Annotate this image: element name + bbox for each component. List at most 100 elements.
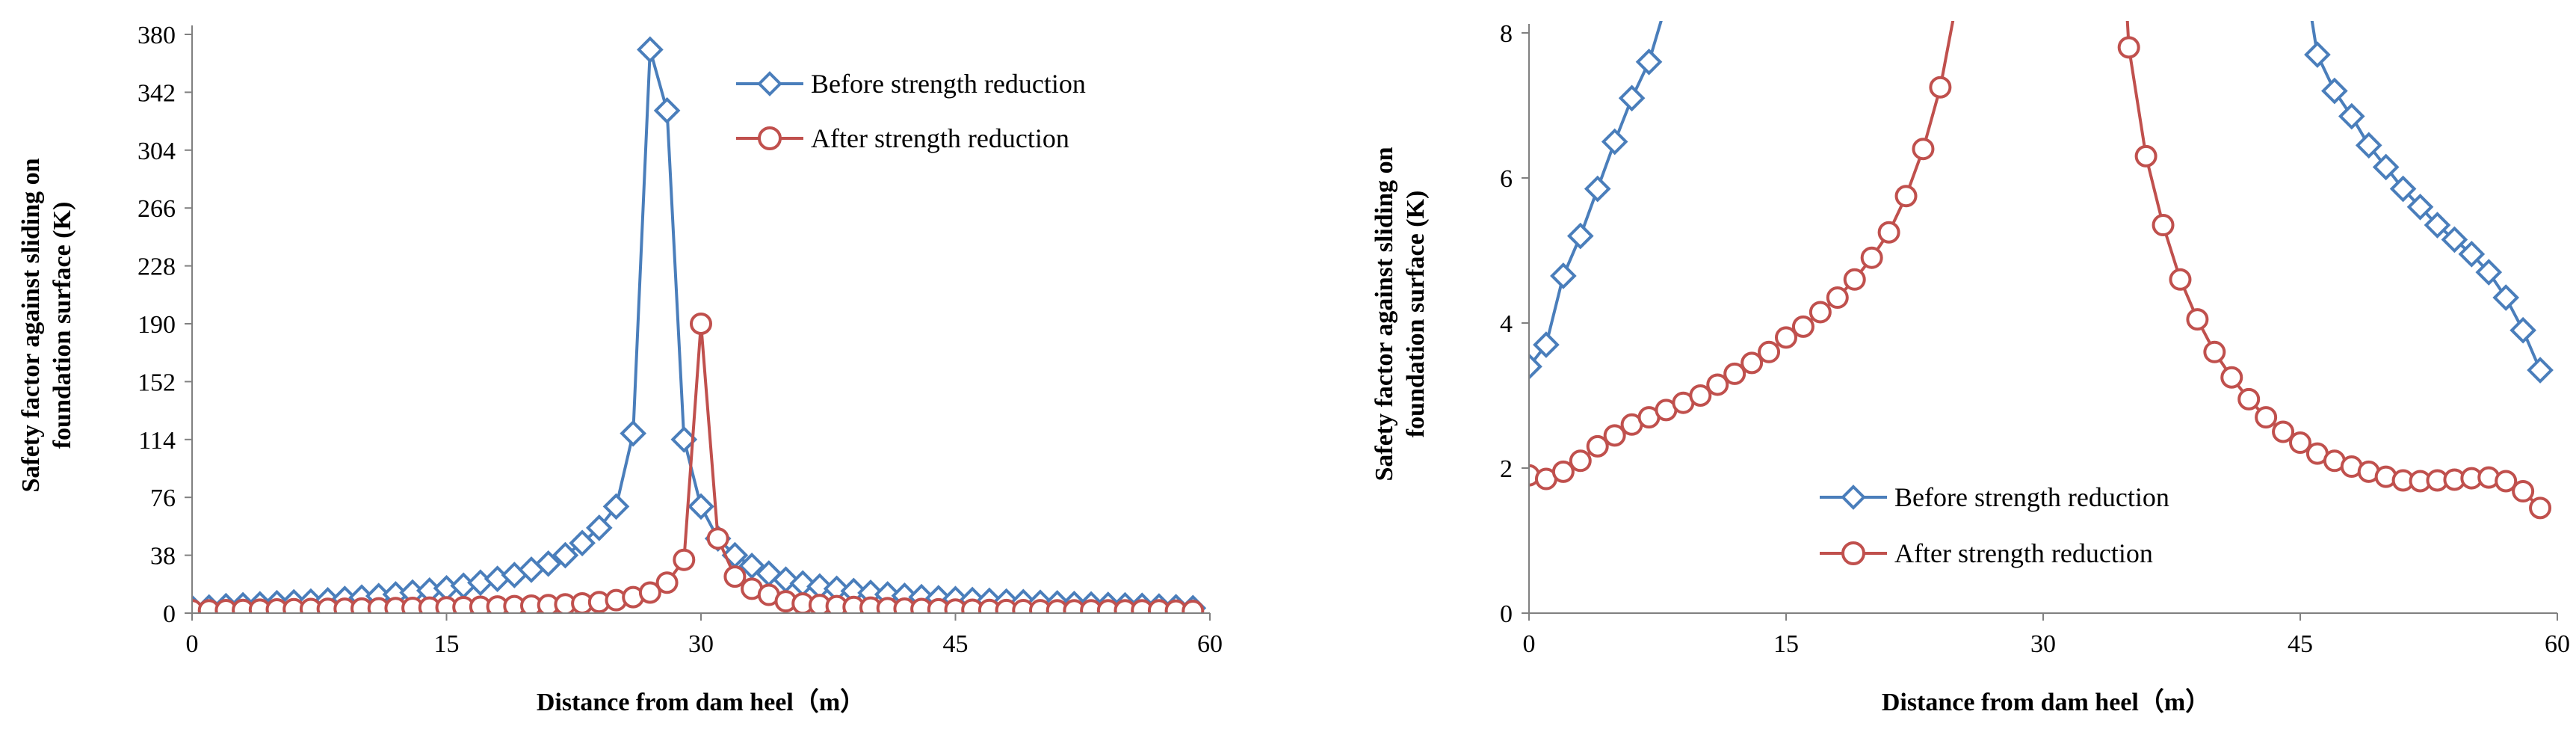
right-data-point-after [1551, 460, 1575, 483]
right-data-point-before [2492, 284, 2520, 311]
left-y-axis-title-line2: foundation surface (K) [49, 202, 76, 449]
right-data-point-after [2220, 366, 2243, 389]
left-data-point-before [569, 529, 596, 557]
right-series-line-after [1529, 21, 2542, 509]
right-data-point-after [1791, 315, 1814, 338]
left-x-tick-label: 15 [434, 630, 460, 658]
left-data-point-before [653, 97, 681, 124]
right-data-point-after [2134, 144, 2158, 167]
left-y-tick-label: 266 [138, 195, 176, 223]
left-data-point-before [552, 541, 579, 569]
legend-marker-circle [1841, 541, 1865, 565]
right-data-point-before [2475, 259, 2503, 286]
right-data-point-after [1603, 424, 1626, 447]
right-data-point-before [1533, 331, 1560, 358]
right-data-point-after [2152, 214, 2175, 237]
left-y-tick-label: 76 [150, 485, 176, 512]
left-data-point-after [723, 565, 747, 588]
legend-label-after: After strength reduction [811, 123, 1069, 153]
legend-marker-circle [758, 126, 782, 150]
right-data-point-after [2255, 406, 2278, 429]
chart-right: 0 2 4 6 8 0 15 30 45 60 Safety factor against sli… [1371, 0, 2570, 716]
left-legend-item-before: Before strength reduction [736, 69, 1086, 99]
right-data-point-after [1741, 351, 1764, 375]
left-y-tick-label: 304 [138, 138, 176, 165]
right-data-point-after [1706, 373, 1729, 396]
left-y-tick-label: 342 [138, 79, 176, 107]
right-x-tick-label: 60 [2545, 630, 2570, 658]
right-y-axis-title-line2: foundation surface (K) [1402, 191, 1430, 438]
right-data-point-after [2272, 420, 2295, 443]
right-data-point-after [1912, 138, 1935, 161]
right-data-point-before [1601, 128, 1628, 156]
right-tick-labels: 0 2 4 6 8 0 15 30 45 60 [1500, 20, 2570, 658]
right-data-point-after [1948, 0, 1967, 7]
right-series-line-before [1529, 21, 2542, 371]
left-x-tick-label: 60 [1197, 630, 1223, 658]
right-x-tick-label: 15 [1773, 630, 1799, 658]
right-x-tick-label: 45 [2288, 630, 2313, 658]
right-data-point-before [2406, 193, 2434, 221]
right-data-point-before [1618, 84, 1646, 112]
legend-label-after: After strength reduction [1894, 538, 2153, 568]
right-data-point-before [1655, 0, 1677, 15]
right-data-point-after [1860, 246, 1883, 269]
left-data-point-before [585, 514, 613, 541]
right-legend-item-after: After strength reduction [1820, 538, 2153, 568]
right-data-point-before [2527, 357, 2554, 384]
left-axes [185, 25, 1211, 621]
left-x-axis-title: Distance from dam heel（m） [537, 687, 865, 716]
right-data-point-after [1586, 434, 1609, 458]
right-data-point-after [2495, 470, 2518, 493]
chart-left: 0 38 76 114 152 190 228 266 304 342 380 0 15 30 45 60 S… [17, 22, 1223, 716]
left-data-point-after [673, 548, 696, 571]
legend-marker-diamond [1841, 485, 1866, 510]
right-data-point-before [1550, 262, 1577, 289]
left-y-tick-label: 152 [138, 369, 176, 396]
right-data-point-after [1843, 268, 1866, 291]
left-data-point-before [637, 36, 664, 64]
right-y-tick-label: 6 [1500, 165, 1513, 193]
right-data-point-before [2304, 41, 2331, 68]
right-y-tick-label: 8 [1500, 20, 1513, 48]
right-data-point-before [2441, 226, 2468, 253]
right-data-point-before [2458, 241, 2486, 268]
left-data-point-before [534, 550, 562, 577]
left-data-point-before [602, 493, 630, 520]
left-y-tick-label: 38 [150, 543, 176, 571]
right-data-point-after [1569, 449, 1592, 473]
right-legend-item-before: Before strength reduction [1820, 482, 2169, 512]
left-data-point-after [706, 527, 729, 550]
left-data-point-after [1182, 600, 1205, 613]
right-data-point-after [1877, 221, 1900, 244]
left-x-tick-label: 30 [688, 630, 714, 658]
right-data-point-before [2355, 132, 2382, 159]
right-data-point-before [1635, 48, 1663, 76]
right-data-point-before [1566, 222, 1594, 250]
right-y-tick-label: 2 [1500, 455, 1513, 483]
right-data-point-after [1929, 76, 1952, 99]
right-data-point-after [2186, 308, 2209, 331]
right-x-tick-label: 30 [2030, 630, 2056, 658]
right-legend: Before strength reduction After strength… [1820, 482, 2169, 568]
right-data-point-after [1689, 384, 1712, 407]
right-data-point-before [1584, 175, 1611, 203]
right-data-point-before [2321, 77, 2348, 105]
right-x-tick-label: 0 [1523, 630, 1536, 658]
left-y-axis-title-line1: Safety factor against sliding on [17, 158, 45, 492]
left-x-tick-label: 0 [186, 630, 199, 658]
left-legend: Before strength reduction After strength… [736, 69, 1086, 153]
right-data-point-after [2203, 340, 2226, 363]
right-data-point-before [1529, 353, 1542, 381]
right-data-point-after [2117, 36, 2140, 59]
right-data-point-after [1894, 185, 1918, 208]
right-y-tick-label: 0 [1500, 600, 1513, 628]
right-data-point-after [1723, 362, 1746, 385]
right-data-point-after [1826, 286, 1849, 310]
left-x-tick-label: 45 [943, 630, 969, 658]
right-data-point-after [2237, 387, 2261, 410]
right-y-axis-title-line1: Safety factor against sliding on [1371, 147, 1398, 481]
legend-marker-diamond [757, 71, 782, 96]
left-data-point-before [738, 553, 765, 579]
right-data-point-before [2389, 175, 2417, 203]
